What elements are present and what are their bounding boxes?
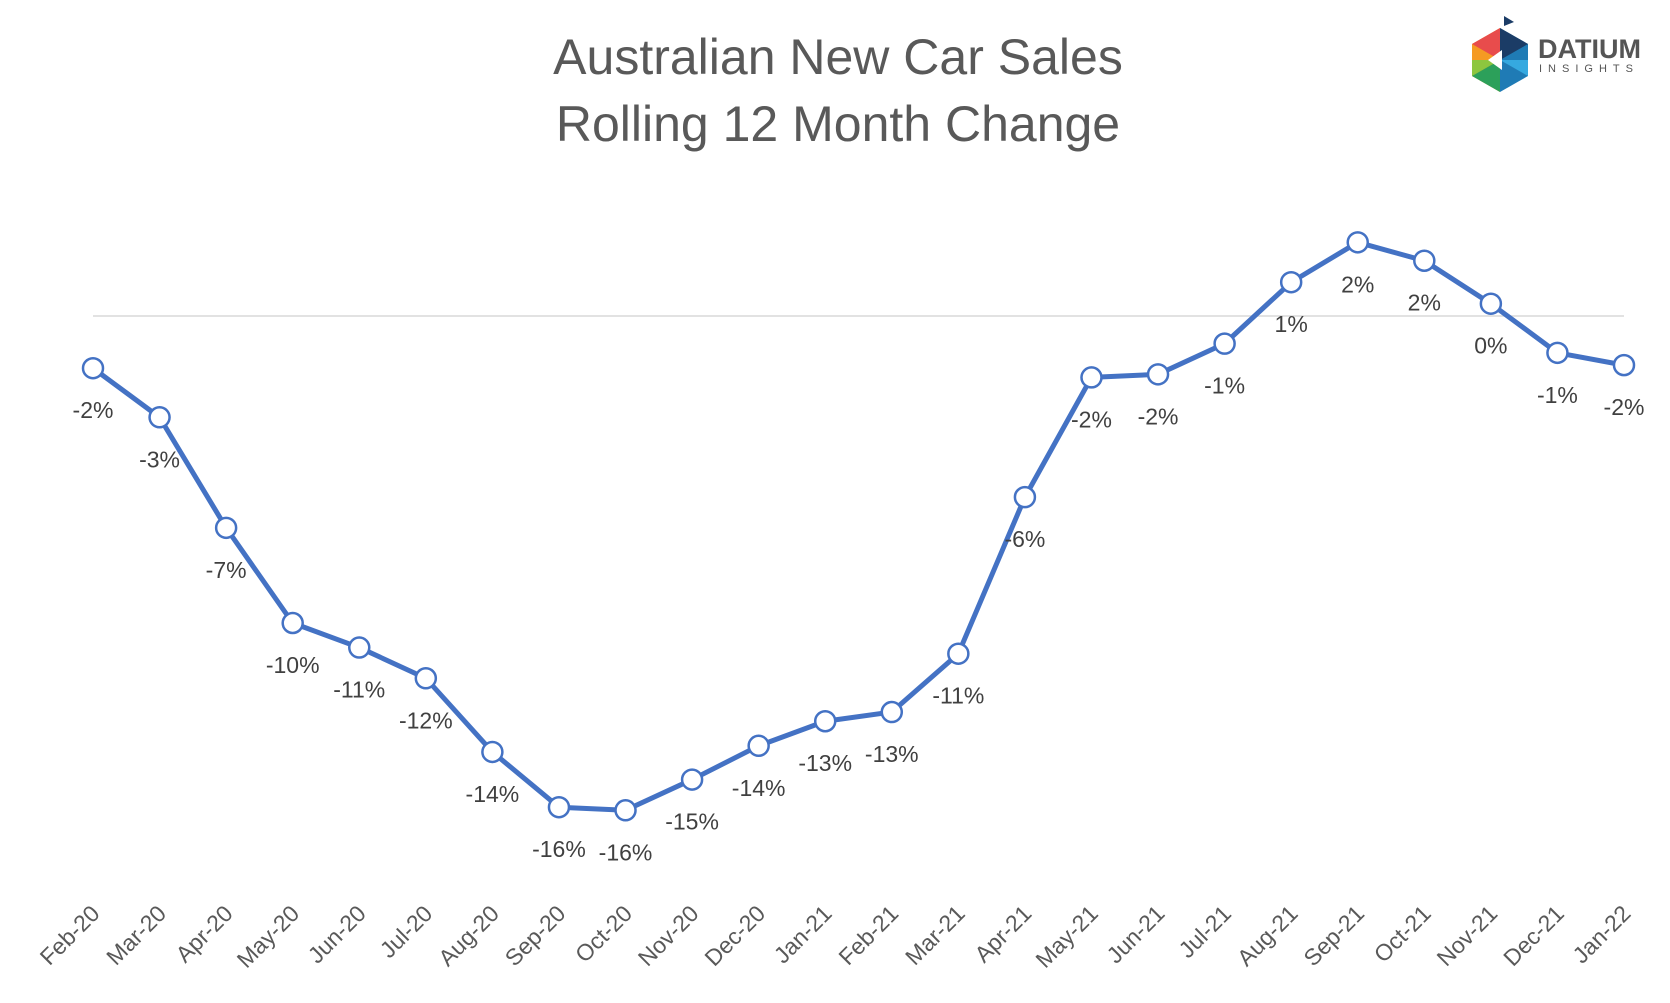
data-point [281, 611, 304, 635]
data-label: -14% [466, 781, 520, 807]
data-label: -2% [1604, 394, 1645, 420]
chart-title-line-2: Rolling 12 Month Change [556, 96, 1120, 152]
x-tick-label: Jan-21 [769, 900, 837, 968]
data-label: -2% [1071, 406, 1112, 432]
x-tick-label: Sep-20 [500, 900, 571, 971]
x-tick-label: Nov-21 [1432, 900, 1503, 971]
data-label: -7% [206, 557, 247, 583]
data-label: -3% [139, 446, 180, 472]
data-label: -10% [266, 652, 320, 678]
data-label: -6% [1004, 526, 1045, 552]
x-tick-label: Apr-21 [969, 900, 1036, 967]
data-point [880, 700, 904, 724]
data-point [1413, 249, 1436, 272]
x-tick-label: Mar-20 [101, 900, 171, 970]
data-label: 2% [1341, 271, 1374, 297]
data-point [214, 516, 238, 540]
x-tick-label: Aug-21 [1232, 900, 1303, 971]
data-point [614, 799, 637, 822]
x-tick-label: May-21 [1030, 900, 1103, 973]
data-label: 0% [1474, 333, 1507, 359]
data-label: -16% [599, 839, 653, 865]
x-tick-label: Oct-20 [570, 900, 637, 967]
x-tick-label: Jul-20 [375, 900, 438, 963]
x-tick-label: Nov-20 [633, 900, 704, 971]
data-point [414, 667, 438, 690]
data-label: -15% [665, 809, 719, 835]
data-label: 2% [1408, 290, 1441, 316]
data-point [481, 740, 504, 764]
data-point [680, 768, 704, 791]
data-point [547, 795, 571, 819]
data-label: -2% [1138, 403, 1179, 429]
data-point [81, 356, 105, 380]
x-tick-label: Oct-21 [1369, 900, 1436, 967]
x-tick-label: Dec-20 [699, 900, 770, 971]
data-label: -12% [399, 707, 453, 733]
x-tick-label: Dec-21 [1498, 900, 1569, 971]
data-point [1213, 332, 1236, 355]
data-point [1146, 363, 1170, 386]
data-label: -13% [798, 750, 852, 776]
datium-logo: DATIUM INSIGHTS [1472, 16, 1641, 92]
x-tick-label: Jun-21 [1101, 900, 1169, 968]
data-point [148, 406, 171, 429]
data-label: -13% [865, 741, 919, 767]
series-line [91, 239, 1625, 813]
data-point [947, 642, 970, 665]
data-point [1479, 292, 1503, 315]
data-label: -1% [1204, 373, 1245, 399]
data-label: 1% [1275, 311, 1308, 337]
data-point [1612, 353, 1636, 377]
data-label: -2% [73, 397, 114, 423]
data-point [1546, 341, 1569, 365]
x-tick-label: Sep-21 [1298, 900, 1369, 971]
data-point [348, 636, 371, 659]
x-tick-label: Jul-21 [1173, 900, 1236, 963]
data-label: -11% [333, 677, 385, 703]
logo-text: DATIUM [1538, 34, 1641, 64]
chart-title-line-1: Australian New Car Sales [553, 29, 1123, 85]
data-point [813, 709, 837, 733]
x-tick-label: Jun-20 [303, 900, 371, 968]
data-point [1013, 485, 1037, 509]
data-label: -16% [532, 836, 586, 862]
data-point [747, 734, 770, 758]
x-tick-label: Feb-20 [35, 900, 105, 970]
logo-subtext: INSIGHTS [1539, 63, 1639, 75]
data-point [1279, 270, 1303, 294]
x-tick-label: Jan-22 [1567, 900, 1635, 968]
x-tick-label: Feb-21 [833, 900, 903, 970]
x-tick-label: Aug-20 [433, 900, 504, 971]
data-label: -11% [932, 683, 984, 709]
data-point [1346, 231, 1369, 254]
x-tick-label: Apr-20 [170, 900, 237, 967]
data-label: -1% [1537, 382, 1578, 408]
data-point [1080, 366, 1103, 389]
data-label: -14% [732, 775, 786, 801]
x-tick-label: May-20 [232, 900, 305, 973]
x-tick-label: Mar-21 [900, 900, 970, 970]
